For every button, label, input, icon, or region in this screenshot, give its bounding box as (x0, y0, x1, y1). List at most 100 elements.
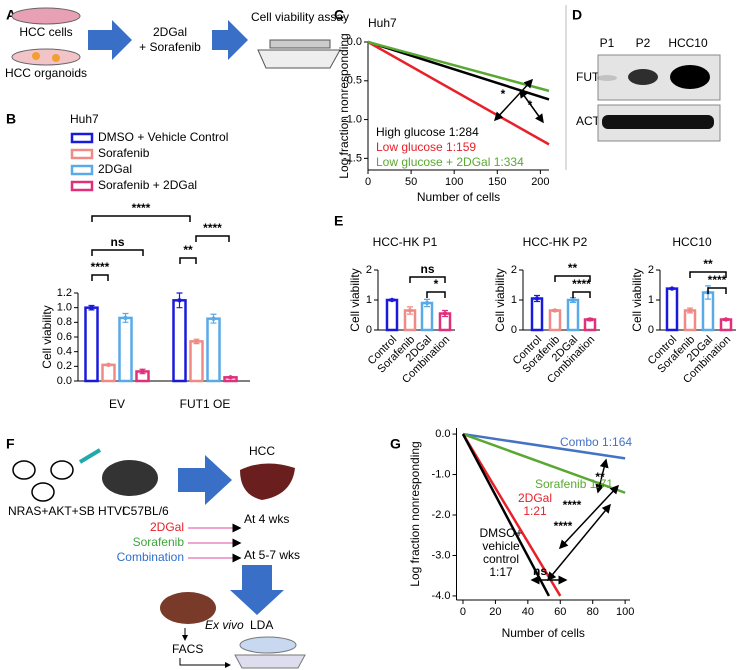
x-tick-label: FUT1 OE (180, 397, 231, 411)
sig-label: ** (568, 261, 578, 275)
panel-label: B (6, 111, 16, 127)
label: LDA (250, 618, 273, 632)
organoid (52, 54, 60, 62)
label: Cell viability assay (251, 10, 349, 24)
legend-label: High glucose 1:284 (376, 125, 479, 139)
series-line (367, 40, 550, 93)
sig-label: ns (533, 564, 547, 578)
sig-bracket (426, 291, 446, 298)
arrow (178, 455, 232, 505)
syringe (78, 448, 102, 464)
label: Ex vivo (205, 618, 244, 632)
legend-label: Low glucose 1:159 (376, 140, 476, 154)
sig-label: * (528, 98, 533, 112)
bar (566, 298, 580, 332)
y-axis-label: Cell viability (40, 305, 54, 368)
y-tick-label: -3.0 (432, 549, 451, 561)
x-axis-label: Number of cells (417, 190, 500, 204)
panel-label: A (6, 7, 16, 23)
plate (234, 654, 306, 669)
x-tick-label: 0 (460, 606, 466, 618)
label: C57BL/6 (122, 504, 169, 518)
y-tick-label: 0 (366, 324, 372, 336)
bar-point (177, 298, 182, 303)
bar (665, 287, 679, 332)
sig-label: **** (554, 519, 573, 533)
x-tick-label: 60 (554, 606, 566, 618)
y-axis-label: Log fraction nonresponding (408, 441, 422, 586)
bar-point (389, 297, 395, 303)
chart-title: HCC-HK P2 (523, 235, 588, 249)
plate (257, 49, 341, 69)
y-tick-label: 0 (648, 324, 654, 336)
bar-point (407, 308, 413, 313)
y-tick-label: 1 (511, 294, 517, 306)
legend-label: DMSO + Vehicle Control (98, 130, 228, 144)
bar-point (442, 311, 448, 316)
y-tick-label: 1.2 (57, 287, 72, 299)
y-tick-label: 0.0 (435, 428, 450, 440)
bar-point (570, 297, 576, 303)
pipette (269, 39, 331, 49)
legend-swatch (70, 180, 94, 192)
mouse (102, 460, 158, 496)
organoid (32, 52, 40, 60)
y-axis-label: Cell viability (630, 268, 644, 331)
bar (101, 363, 116, 383)
bar (548, 309, 562, 332)
series-line (461, 433, 562, 597)
x-tick-label: 0 (365, 176, 371, 188)
sig-label: * (501, 87, 506, 101)
y-tick-label: 1 (648, 294, 654, 306)
sig-bracket (409, 276, 446, 283)
x-tick-label: 40 (522, 606, 534, 618)
arrow (88, 20, 132, 60)
y-tick-label: -1.0 (432, 468, 451, 480)
series-label: 2DGal 1:21 (517, 491, 552, 518)
comparison-arrow (547, 503, 611, 582)
sig-bracket (572, 291, 591, 298)
treatment: Combination (117, 550, 184, 564)
bar-point (228, 375, 233, 380)
sig-label: ** (703, 257, 713, 271)
legend-swatch (70, 148, 94, 160)
label: At 4 wks (244, 512, 289, 526)
sig-bracket (179, 257, 197, 264)
y-tick-label: -1.5 (343, 152, 362, 164)
y-tick-label: 0.0 (57, 375, 72, 387)
y-tick-label: 0.4 (57, 346, 72, 358)
y-tick-label: 0.6 (57, 331, 72, 343)
x-axis-label: Number of cells (502, 626, 585, 640)
bar (385, 298, 399, 332)
legend-label: Sorafenib + 2DGal (98, 178, 197, 192)
bar (118, 316, 133, 383)
series-label: DMSO+ vehicle control 1:17 (479, 526, 523, 579)
sig-label: ns (420, 262, 434, 276)
x-tick-label: EV (109, 397, 125, 411)
blot: P1 P2 HCC10 FUT1 ACTIN (565, 5, 721, 170)
legend-label: Low glucose + 2DGal 1:334 (376, 155, 524, 169)
panel-label: C (334, 7, 344, 23)
series-label: Sorafenib 1:71 (535, 477, 614, 491)
sig-bracket (91, 274, 109, 281)
band (597, 75, 617, 81)
arrow (212, 20, 248, 60)
bar-point (669, 286, 675, 291)
band (602, 115, 714, 129)
sig-label: **** (572, 277, 591, 291)
bar (530, 297, 544, 332)
y-tick-label: 2 (366, 264, 372, 276)
chart-title: Huh7 (368, 16, 397, 30)
bar (172, 299, 187, 383)
sig-label: **** (91, 260, 110, 274)
bar-point (723, 317, 729, 322)
lane-label: P2 (636, 36, 651, 50)
sig-bracket (707, 287, 727, 294)
plasmid (12, 460, 36, 480)
x-tick-label: 80 (587, 606, 599, 618)
bar-point (89, 305, 94, 310)
legend-label: 2DGal (98, 162, 132, 176)
sig-label: ** (595, 470, 605, 484)
x-tick-label: 100 (445, 176, 463, 188)
